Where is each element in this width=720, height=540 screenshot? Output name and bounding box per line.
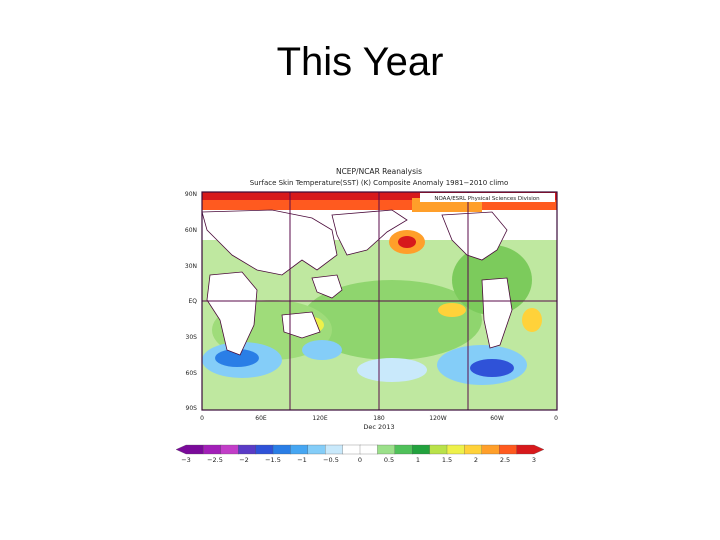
colorbar-tick-label: 2.5 xyxy=(500,456,510,464)
colorbar-swatch xyxy=(499,444,518,455)
map-credit: NOAA/ESRL Physical Sciences Division xyxy=(434,196,540,202)
longitude-axis: 0 60E 120E 180 120W 60W 0 xyxy=(200,415,558,422)
colorbar-tick-label: 0 xyxy=(358,456,362,464)
anomaly-field xyxy=(202,192,557,410)
colorbar-tick-label: −0.5 xyxy=(323,456,339,464)
lon-label: 120W xyxy=(429,415,446,422)
lat-label: 60N xyxy=(185,227,197,234)
lat-label: 30N xyxy=(185,263,197,270)
colorbar-swatch xyxy=(412,444,431,455)
colorbar-tick-label: 2 xyxy=(474,456,478,464)
colorbar-tick-label: −3 xyxy=(181,456,191,464)
colorbar xyxy=(175,444,545,455)
colorbar-swatch xyxy=(342,444,361,455)
map-frame xyxy=(201,191,558,411)
sst-anomaly-map-figure: NCEP/NCAR Reanalysis Surface Skin Temper… xyxy=(162,160,562,472)
lat-label: 30S xyxy=(186,334,198,341)
lon-label: 0 xyxy=(554,415,558,422)
colorbar-swatch xyxy=(481,444,500,455)
colorbar-tick-label: −2 xyxy=(239,456,249,464)
colorbar-tick-label: 1.5 xyxy=(442,456,452,464)
lat-label: 90N xyxy=(185,191,197,198)
colorbar-tick-label: −2.5 xyxy=(207,456,223,464)
colorbar-tick-label: 3 xyxy=(532,456,536,464)
colorbar-swatch xyxy=(359,444,379,455)
colorbar-swatch xyxy=(238,444,257,455)
map-svg: NCEP/NCAR Reanalysis Surface Skin Temper… xyxy=(175,167,558,464)
colorbar-swatch xyxy=(175,444,204,455)
colorbar-tick-label: −1 xyxy=(297,456,307,464)
lat-label: EQ xyxy=(188,298,197,305)
slide-title: This Year xyxy=(276,40,444,84)
figure-title-line1: NCEP/NCAR Reanalysis xyxy=(336,167,422,176)
colorbar-tick-label: 0.5 xyxy=(384,456,394,464)
lon-label: 60E xyxy=(255,415,267,422)
figure-title-line2: Surface Skin Temperature(SST) (K) Compos… xyxy=(250,179,509,187)
colorbar-swatch xyxy=(290,444,309,455)
colorbar-swatch xyxy=(394,444,413,455)
lon-label: 0 xyxy=(200,415,204,422)
lon-label: 180 xyxy=(373,415,385,422)
lat-label: 60S xyxy=(186,370,198,377)
colorbar-swatch xyxy=(325,444,344,455)
colorbar-swatch xyxy=(464,444,483,455)
colorbar-swatch xyxy=(429,444,448,455)
colorbar-tick-label: −1.5 xyxy=(265,456,281,464)
lat-label: 90S xyxy=(186,405,198,412)
colorbar-swatch xyxy=(220,444,239,455)
colorbar-swatch xyxy=(272,444,292,455)
colorbar-labels: −3 −2.5 −2 −1.5 −1 −0.5 0 0.5 1 1.5 2 2.5 3 xyxy=(181,456,536,464)
lon-label: 60W xyxy=(490,415,504,422)
colorbar-swatch xyxy=(255,444,274,455)
colorbar-swatch xyxy=(446,444,466,455)
colorbar-swatch xyxy=(203,444,222,455)
date-label: Dec 2013 xyxy=(363,423,394,431)
latitude-axis: 90N 60N 30N EQ 30S 60S 90S xyxy=(185,191,197,412)
colorbar-swatch xyxy=(307,444,326,455)
colorbar-swatch xyxy=(516,444,545,455)
lon-label: 120E xyxy=(312,415,327,422)
colorbar-tick-label: 1 xyxy=(416,456,420,464)
colorbar-swatch xyxy=(377,444,396,455)
